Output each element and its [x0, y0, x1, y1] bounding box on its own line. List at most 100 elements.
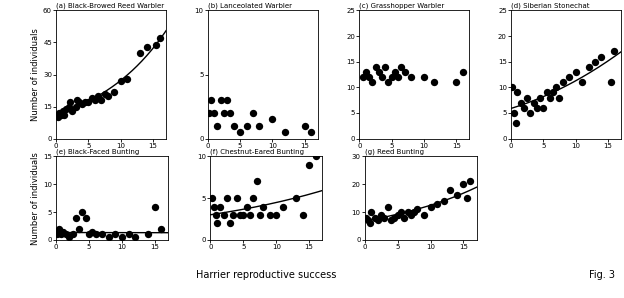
Point	[291, 196, 301, 201]
Point	[564, 75, 574, 80]
Point	[54, 111, 64, 115]
Point	[406, 212, 416, 217]
Point	[209, 204, 219, 209]
Point	[110, 232, 120, 237]
Point	[222, 98, 232, 103]
Point	[571, 69, 581, 74]
Point	[387, 75, 397, 80]
Point	[56, 232, 66, 237]
Point	[383, 204, 392, 209]
Point	[439, 198, 449, 203]
Point	[225, 111, 235, 115]
Point	[458, 69, 468, 74]
Point	[419, 75, 429, 80]
Point	[429, 80, 439, 85]
Point	[152, 42, 162, 47]
Point	[219, 111, 229, 115]
Point	[117, 235, 127, 240]
Point	[459, 182, 469, 187]
Point	[248, 111, 258, 115]
Point	[311, 154, 321, 159]
Point	[558, 80, 568, 85]
Point	[426, 204, 436, 209]
Point	[258, 204, 268, 209]
Point	[209, 111, 219, 115]
Point	[583, 64, 593, 69]
Text: (b) Lanceolated Warbler: (b) Lanceolated Warbler	[208, 3, 292, 9]
Point	[235, 130, 245, 135]
Point	[87, 229, 97, 234]
Point	[380, 64, 390, 69]
Point	[539, 105, 548, 110]
Point	[64, 104, 74, 109]
Point	[100, 91, 110, 96]
Point	[386, 218, 396, 223]
Point	[56, 113, 66, 117]
Point	[545, 95, 555, 100]
Point	[369, 215, 379, 220]
Point	[206, 98, 216, 103]
Point	[53, 115, 63, 119]
Point	[228, 123, 238, 128]
Point	[213, 123, 223, 128]
Text: Fig. 3: Fig. 3	[588, 270, 615, 280]
Point	[215, 204, 225, 209]
Point	[577, 80, 587, 85]
Point	[72, 98, 82, 103]
Point	[144, 232, 154, 237]
Point	[135, 51, 145, 55]
Point	[519, 105, 529, 110]
Point	[377, 75, 387, 80]
Point	[211, 212, 221, 217]
Text: Harrier reproductive success: Harrier reproductive success	[196, 270, 336, 280]
Point	[241, 204, 251, 209]
Point	[87, 96, 97, 100]
Point	[77, 102, 87, 107]
Point	[74, 100, 84, 105]
Point	[409, 210, 419, 215]
Point	[412, 207, 422, 212]
Point	[241, 123, 251, 128]
Y-axis label: Number of individuals: Number of individuals	[31, 28, 40, 121]
Point	[452, 193, 462, 198]
Point	[216, 98, 226, 103]
Point	[371, 64, 381, 69]
Point	[109, 89, 119, 94]
Point	[361, 69, 371, 74]
Point	[248, 196, 258, 201]
Text: (f) Chestnut-Eared Bunting: (f) Chestnut-Eared Bunting	[210, 149, 305, 155]
Point	[64, 235, 74, 240]
Point	[462, 196, 472, 201]
Point	[245, 212, 255, 217]
Point	[298, 212, 308, 217]
Point	[280, 130, 290, 135]
Point	[363, 218, 373, 223]
Point	[80, 215, 90, 220]
Point	[74, 226, 84, 231]
Point	[235, 212, 245, 217]
Point	[67, 108, 77, 113]
Point	[157, 226, 167, 231]
Point	[251, 179, 261, 184]
Text: (e) Black-Faced Bunting: (e) Black-Faced Bunting	[56, 149, 139, 155]
Point	[606, 80, 616, 85]
Point	[225, 221, 235, 226]
Point	[509, 111, 519, 115]
Point	[255, 212, 265, 217]
Point	[116, 79, 126, 83]
Point	[228, 212, 238, 217]
Point	[84, 232, 94, 237]
Text: (d) Siberian Stonechat: (d) Siberian Stonechat	[511, 3, 590, 9]
Point	[238, 212, 248, 217]
Point	[300, 123, 310, 128]
Point	[389, 215, 399, 220]
Point	[57, 108, 67, 113]
Point	[207, 196, 217, 201]
Point	[93, 94, 103, 98]
Point	[548, 90, 558, 95]
Point	[97, 232, 107, 237]
Point	[268, 117, 278, 122]
Point	[67, 232, 77, 237]
Point	[432, 201, 442, 206]
Text: (g) Reed Bunting: (g) Reed Bunting	[365, 149, 424, 155]
